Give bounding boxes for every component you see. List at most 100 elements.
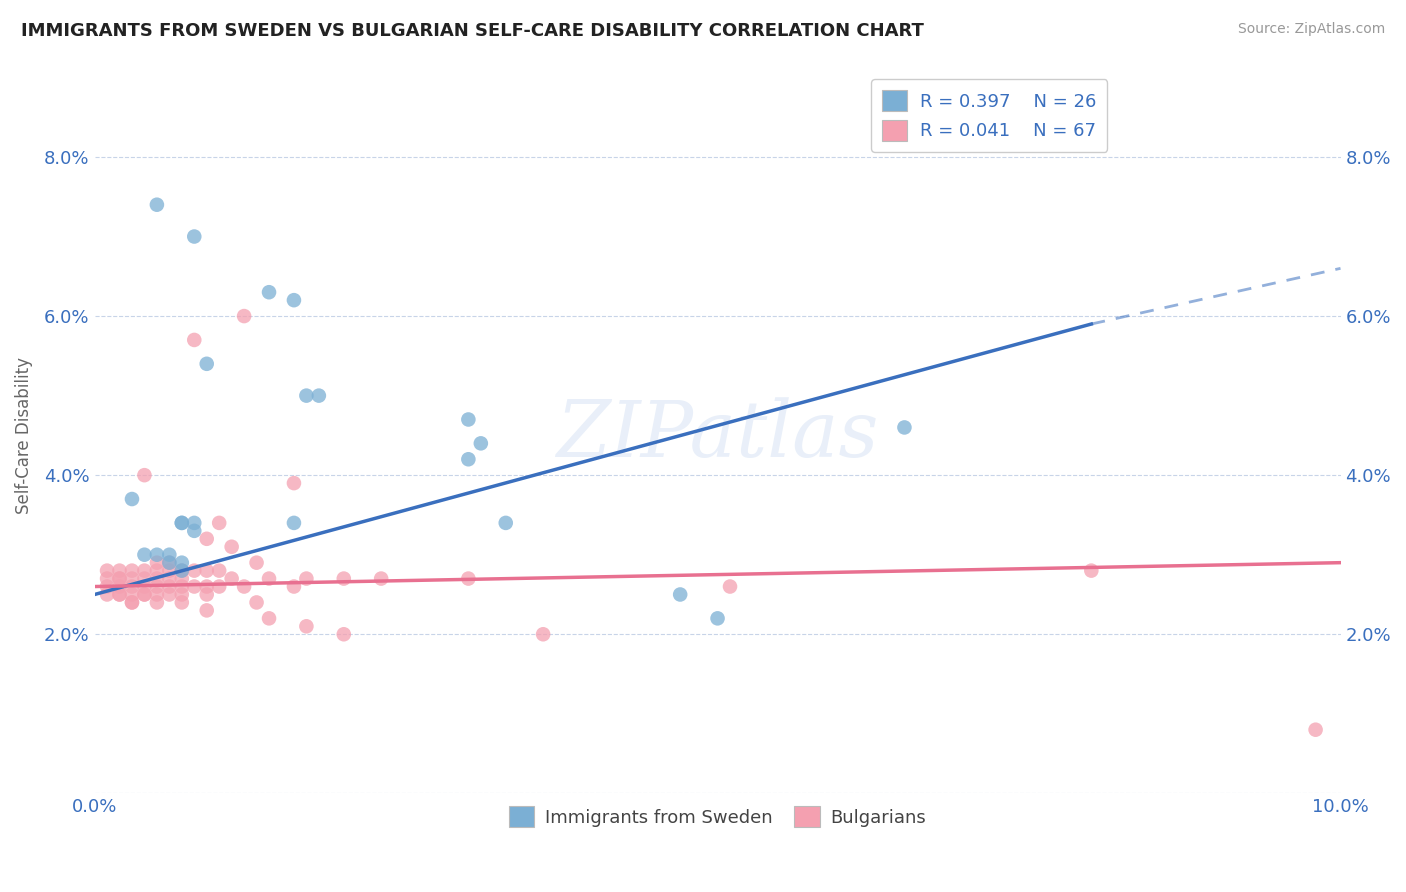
Point — [333, 627, 356, 641]
Point — [134, 564, 156, 578]
Point — [108, 580, 131, 594]
Point — [134, 580, 156, 594]
Point — [257, 572, 280, 586]
Point — [283, 293, 305, 308]
Point — [457, 452, 479, 467]
Y-axis label: Self-Care Disability: Self-Care Disability — [15, 357, 32, 514]
Point — [221, 572, 243, 586]
Point — [157, 572, 180, 586]
Point — [295, 389, 318, 403]
Point — [108, 572, 131, 586]
Point — [183, 524, 205, 538]
Point — [283, 476, 305, 491]
Point — [134, 468, 156, 483]
Point — [108, 587, 131, 601]
Point — [706, 611, 728, 625]
Point — [146, 548, 169, 562]
Point — [121, 587, 143, 601]
Point — [195, 580, 218, 594]
Point — [195, 532, 218, 546]
Point — [146, 580, 169, 594]
Point — [183, 580, 205, 594]
Point — [370, 572, 392, 586]
Point — [157, 564, 180, 578]
Point — [1305, 723, 1327, 737]
Point — [669, 587, 692, 601]
Point — [245, 556, 267, 570]
Point — [134, 548, 156, 562]
Point — [170, 516, 193, 530]
Point — [134, 572, 156, 586]
Point — [157, 587, 180, 601]
Point — [495, 516, 517, 530]
Point — [718, 580, 741, 594]
Point — [121, 491, 143, 506]
Point — [233, 580, 256, 594]
Point — [1080, 564, 1102, 578]
Point — [183, 333, 205, 347]
Point — [121, 564, 143, 578]
Point — [157, 580, 180, 594]
Point — [208, 580, 231, 594]
Point — [283, 516, 305, 530]
Point — [146, 197, 169, 211]
Point — [170, 587, 193, 601]
Point — [96, 580, 118, 594]
Point — [195, 587, 218, 601]
Point — [108, 564, 131, 578]
Legend: Immigrants from Sweden, Bulgarians: Immigrants from Sweden, Bulgarians — [502, 799, 934, 834]
Point — [170, 556, 193, 570]
Point — [457, 412, 479, 426]
Point — [170, 516, 193, 530]
Point — [233, 309, 256, 323]
Point — [470, 436, 492, 450]
Point — [108, 572, 131, 586]
Point — [295, 572, 318, 586]
Point — [121, 595, 143, 609]
Point — [170, 595, 193, 609]
Point — [195, 564, 218, 578]
Point — [208, 564, 231, 578]
Point — [157, 548, 180, 562]
Point — [893, 420, 915, 434]
Point — [96, 587, 118, 601]
Point — [195, 357, 218, 371]
Point — [121, 572, 143, 586]
Point — [157, 556, 180, 570]
Point — [257, 611, 280, 625]
Point — [531, 627, 554, 641]
Point — [295, 619, 318, 633]
Point — [183, 564, 205, 578]
Point — [283, 580, 305, 594]
Point — [170, 580, 193, 594]
Point — [146, 572, 169, 586]
Text: ZIPatlas: ZIPatlas — [557, 397, 879, 474]
Point — [134, 587, 156, 601]
Point — [183, 516, 205, 530]
Point — [96, 564, 118, 578]
Point — [208, 516, 231, 530]
Point — [170, 564, 193, 578]
Point — [121, 580, 143, 594]
Point — [146, 564, 169, 578]
Text: IMMIGRANTS FROM SWEDEN VS BULGARIAN SELF-CARE DISABILITY CORRELATION CHART: IMMIGRANTS FROM SWEDEN VS BULGARIAN SELF… — [21, 22, 924, 40]
Point — [170, 572, 193, 586]
Point — [157, 556, 180, 570]
Point — [134, 587, 156, 601]
Point — [170, 564, 193, 578]
Point — [146, 556, 169, 570]
Point — [457, 572, 479, 586]
Point — [221, 540, 243, 554]
Point — [108, 587, 131, 601]
Point — [333, 572, 356, 586]
Point — [146, 587, 169, 601]
Point — [195, 603, 218, 617]
Point — [308, 389, 330, 403]
Point — [146, 595, 169, 609]
Text: Source: ZipAtlas.com: Source: ZipAtlas.com — [1237, 22, 1385, 37]
Point — [183, 229, 205, 244]
Point — [96, 572, 118, 586]
Point — [257, 285, 280, 300]
Point — [245, 595, 267, 609]
Point — [121, 595, 143, 609]
